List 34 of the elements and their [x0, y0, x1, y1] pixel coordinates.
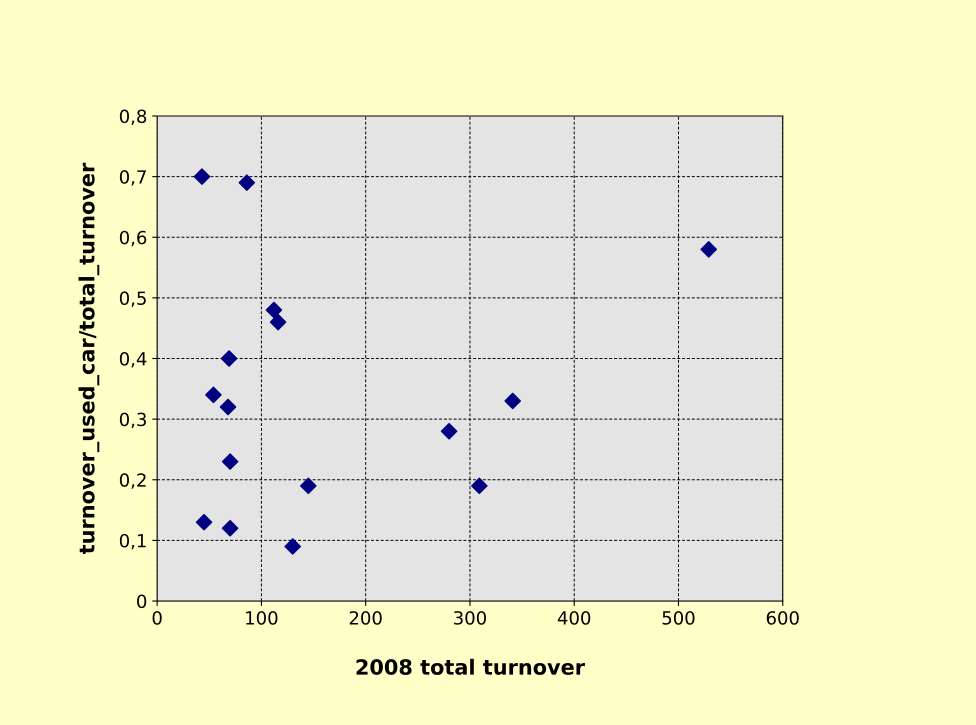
point: [440, 422, 458, 440]
y-tick-label: 0,3: [120, 412, 146, 428]
x-axis-title: 2008 total turnover: [356, 658, 585, 675]
y-axis-title: turnover_used_car/total_turnover: [78, 162, 100, 554]
x-tick-label: 600: [766, 611, 799, 625]
point: [471, 478, 488, 494]
y-tick-label: 0,2: [120, 473, 146, 489]
y-tick-label: 0,6: [120, 230, 146, 246]
y-tick-label: 0: [137, 594, 146, 608]
point: [284, 538, 301, 555]
point: [222, 453, 238, 470]
point: [300, 478, 317, 494]
y-tick-label: 0,1: [120, 534, 146, 550]
point: [194, 168, 210, 185]
x-tick-label: 100: [246, 611, 278, 625]
x-tick-label: 300: [454, 611, 486, 625]
point: [266, 302, 282, 318]
y-tick-label: 0,4: [120, 352, 146, 368]
y-tick-label: 0,5: [120, 291, 146, 307]
point: [205, 386, 222, 404]
point: [220, 398, 236, 416]
x-tick-label: 200: [350, 611, 382, 625]
y-tick-label: 0,8: [120, 109, 146, 125]
x-tick-label: 500: [662, 611, 695, 625]
point: [700, 241, 718, 258]
x-tick-label: 400: [558, 611, 590, 625]
point: [220, 350, 238, 367]
x-tick-label: 0: [152, 611, 162, 625]
point: [238, 174, 256, 191]
point: [196, 514, 212, 531]
point: [270, 314, 286, 330]
y-tick-label: 0,7: [120, 170, 146, 186]
point: [222, 520, 238, 537]
point: [504, 392, 521, 410]
